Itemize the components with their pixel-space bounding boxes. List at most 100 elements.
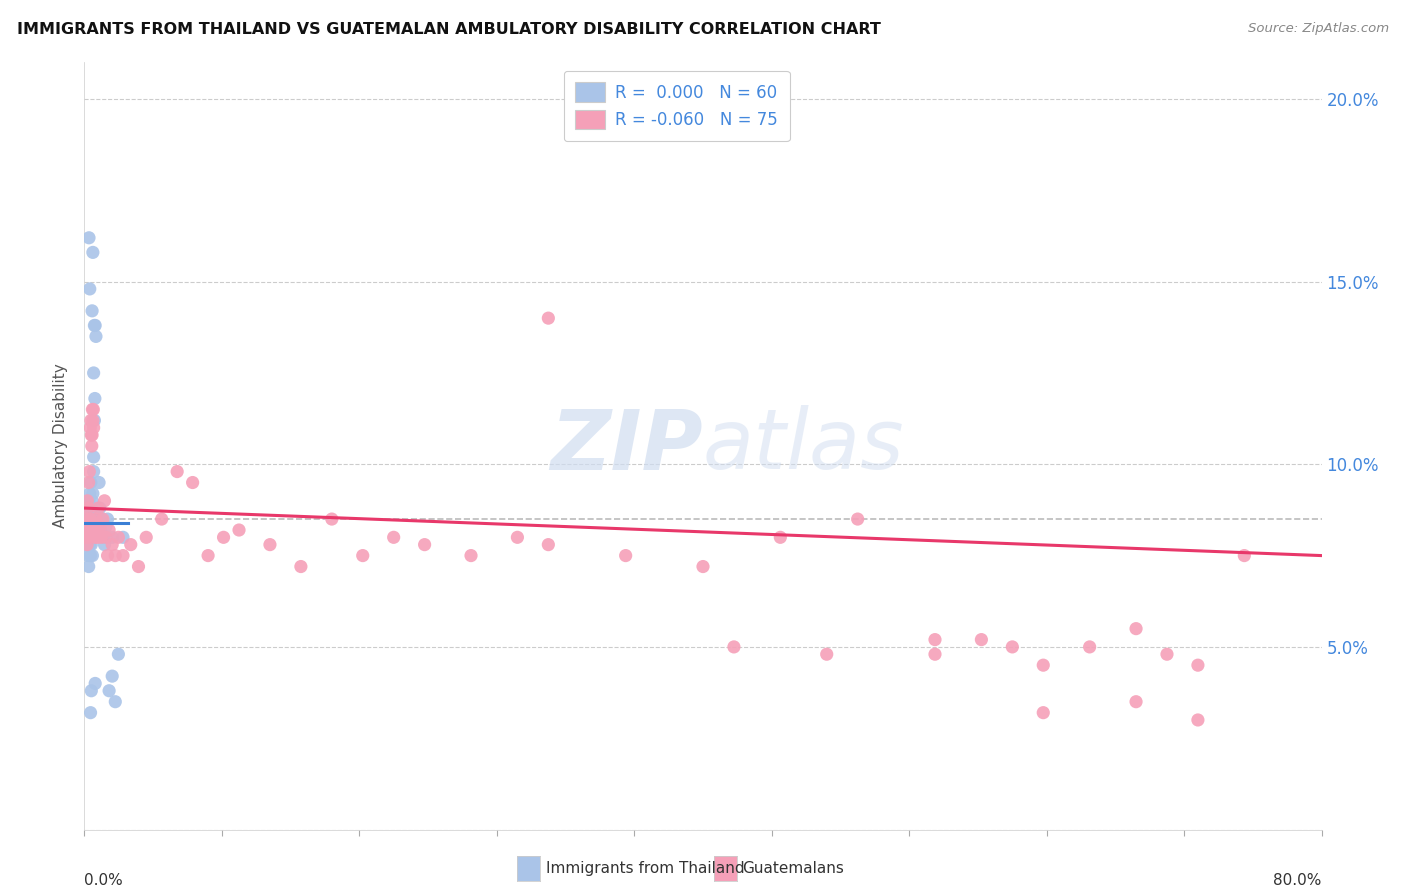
Point bbox=[93, 493, 115, 508]
Point bbox=[83, 392, 105, 406]
Point bbox=[1233, 549, 1256, 563]
Point bbox=[77, 549, 100, 563]
Point bbox=[86, 523, 108, 537]
Point bbox=[84, 676, 107, 690]
Point bbox=[82, 486, 104, 500]
Point bbox=[96, 549, 118, 563]
Point bbox=[135, 530, 157, 544]
Point bbox=[76, 512, 98, 526]
Point bbox=[82, 549, 104, 563]
Point bbox=[90, 523, 112, 537]
Point bbox=[79, 282, 101, 296]
Point bbox=[614, 549, 637, 563]
Y-axis label: Ambulatory Disability: Ambulatory Disability bbox=[53, 364, 69, 528]
Point bbox=[89, 519, 111, 533]
Point bbox=[96, 512, 118, 526]
Text: 0.0%: 0.0% bbox=[84, 873, 124, 888]
Point bbox=[924, 647, 946, 661]
Point bbox=[352, 549, 374, 563]
Point bbox=[77, 559, 100, 574]
Point bbox=[259, 538, 281, 552]
Point bbox=[76, 523, 98, 537]
Point bbox=[82, 413, 104, 427]
Point bbox=[84, 318, 107, 333]
Point bbox=[79, 549, 101, 563]
Point bbox=[321, 512, 343, 526]
Point bbox=[83, 465, 105, 479]
Point bbox=[1001, 640, 1024, 654]
Point bbox=[537, 311, 560, 326]
Point bbox=[290, 559, 312, 574]
Point bbox=[83, 366, 105, 380]
Point bbox=[77, 519, 100, 533]
Point bbox=[79, 421, 101, 435]
Point bbox=[181, 475, 204, 490]
Point bbox=[80, 519, 103, 533]
Point bbox=[1187, 658, 1209, 673]
Point bbox=[101, 530, 124, 544]
Point bbox=[150, 512, 173, 526]
Point bbox=[80, 428, 103, 442]
Point bbox=[79, 519, 101, 533]
Point bbox=[94, 519, 117, 533]
Point bbox=[82, 512, 104, 526]
Point bbox=[83, 450, 105, 464]
Point bbox=[82, 428, 104, 442]
Point bbox=[82, 530, 104, 544]
Point bbox=[84, 512, 107, 526]
Point bbox=[90, 530, 112, 544]
Point bbox=[79, 512, 101, 526]
Point bbox=[80, 538, 103, 552]
Point bbox=[79, 486, 101, 500]
Point bbox=[692, 559, 714, 574]
Text: 80.0%: 80.0% bbox=[1274, 873, 1322, 888]
Point bbox=[82, 245, 104, 260]
Point bbox=[83, 413, 105, 427]
Point bbox=[112, 530, 135, 544]
Point bbox=[815, 647, 838, 661]
Point bbox=[76, 530, 98, 544]
Point bbox=[77, 501, 100, 516]
Point bbox=[1032, 706, 1054, 720]
Point bbox=[197, 549, 219, 563]
Point bbox=[82, 303, 104, 318]
Point bbox=[98, 683, 121, 698]
Point bbox=[77, 501, 100, 516]
Point bbox=[80, 439, 103, 453]
Point bbox=[80, 523, 103, 537]
Point bbox=[90, 512, 112, 526]
Point bbox=[1125, 695, 1147, 709]
Point bbox=[86, 519, 108, 533]
Text: IMMIGRANTS FROM THAILAND VS GUATEMALAN AMBULATORY DISABILITY CORRELATION CHART: IMMIGRANTS FROM THAILAND VS GUATEMALAN A… bbox=[17, 22, 880, 37]
Text: ZIP: ZIP bbox=[550, 406, 703, 486]
Point bbox=[506, 530, 529, 544]
Point bbox=[79, 465, 101, 479]
Point bbox=[87, 475, 110, 490]
Text: Immigrants from Thailand: Immigrants from Thailand bbox=[546, 862, 744, 876]
Point bbox=[1156, 647, 1178, 661]
Point bbox=[846, 512, 869, 526]
Point bbox=[79, 706, 101, 720]
Point bbox=[86, 523, 108, 537]
Point bbox=[212, 530, 235, 544]
Point bbox=[120, 538, 142, 552]
Point bbox=[80, 475, 103, 490]
Point bbox=[413, 538, 436, 552]
Point bbox=[82, 530, 104, 544]
Point bbox=[1078, 640, 1101, 654]
Point bbox=[77, 530, 100, 544]
Point bbox=[83, 421, 105, 435]
Point bbox=[82, 402, 104, 417]
Point bbox=[87, 501, 110, 516]
Point bbox=[84, 329, 107, 343]
Point bbox=[91, 512, 114, 526]
Point bbox=[112, 549, 135, 563]
Point bbox=[98, 523, 121, 537]
Point bbox=[76, 512, 98, 526]
Point bbox=[87, 512, 110, 526]
Text: atlas: atlas bbox=[703, 406, 904, 486]
Point bbox=[80, 501, 103, 516]
Point bbox=[91, 530, 114, 544]
Point bbox=[77, 475, 100, 490]
Point bbox=[75, 530, 97, 544]
